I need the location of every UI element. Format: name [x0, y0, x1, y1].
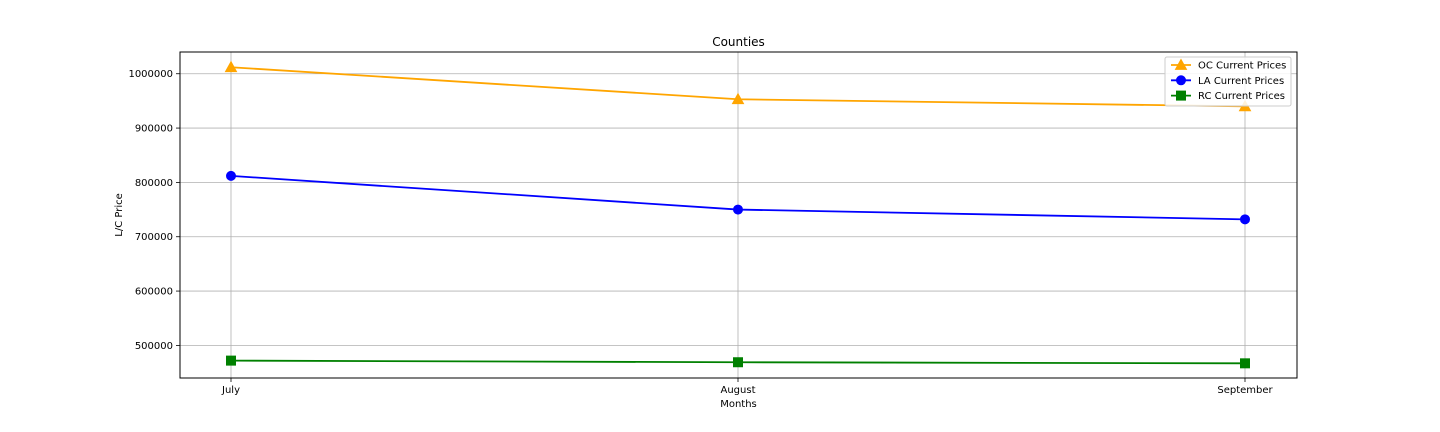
data-point [226, 355, 236, 366]
chart-title: Counties [712, 35, 765, 49]
data-point [733, 204, 743, 215]
data-point [224, 60, 238, 73]
legend-box [1164, 56, 1292, 107]
legend-item: OC Current Prices [1171, 58, 1286, 72]
data-point [1240, 358, 1250, 369]
legend-marker [1174, 58, 1188, 70]
y-tick-label: 500000 [135, 341, 173, 352]
x-axis-label: Months [720, 399, 757, 410]
legend-item: LA Current Prices [1171, 75, 1284, 87]
legend-marker [1176, 75, 1186, 86]
y-tick-label: 1000000 [128, 69, 173, 80]
legend-label: RC Current Prices [1198, 91, 1285, 102]
x-tick-label: September [1217, 385, 1273, 396]
series-la-current-prices [226, 170, 1250, 225]
data-point [226, 170, 236, 181]
data-point [733, 357, 743, 368]
legend: OC Current Prices LA Current Prices RC Cur… [1164, 56, 1292, 107]
axis-ticks: 500000 600000 700000 800000 900000 1000000 Jul… [128, 69, 1273, 396]
series [224, 60, 1252, 369]
y-tick-label: 800000 [135, 178, 173, 189]
legend-item: RC Current Prices [1171, 90, 1285, 102]
y-tick-label: 900000 [135, 124, 173, 135]
legend-marker [1176, 90, 1186, 101]
data-point [1240, 214, 1250, 225]
legend-label: LA Current Prices [1198, 76, 1284, 87]
legend-label: OC Current Prices [1198, 61, 1286, 72]
x-tick-label: July [221, 385, 240, 396]
y-axis-label: L/C Price [114, 193, 125, 237]
plot-area [179, 51, 1298, 379]
y-tick-label: 600000 [135, 287, 173, 298]
data-point [731, 92, 745, 105]
x-tick-label: August [721, 385, 756, 396]
y-tick-label: 700000 [135, 232, 173, 243]
series-rc-current-prices [226, 355, 1250, 369]
